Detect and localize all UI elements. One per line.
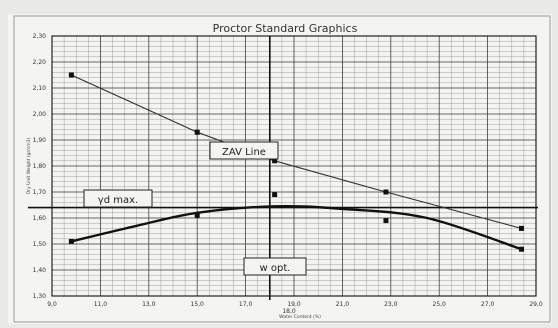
y-tick-label: 1,40 — [33, 267, 47, 274]
x-tick-label: 21,0 — [336, 301, 350, 308]
x-tick-label: 13,0 — [142, 301, 156, 308]
marker-layer — [68, 72, 524, 252]
y-tick-label: 1,90 — [33, 137, 47, 144]
tick-labels: 9,0 11,0 13,0 15,0 17,0 19,0 21,0 23,0 25,0 27,0 2… — [33, 33, 543, 308]
y-tick-label: 1,50 — [33, 241, 47, 248]
w-opt-label-box: w opt. — [243, 257, 307, 276]
y-tick-label: 2,20 — [33, 59, 47, 66]
x-tick-label: 25,0 — [433, 301, 447, 308]
zav-point — [68, 72, 74, 78]
x-tick-label: 19,0 — [287, 301, 301, 308]
frame — [13, 15, 551, 323]
y-tick-label: 1,60 — [33, 215, 47, 222]
compaction-point — [383, 218, 389, 224]
zav-label-box: ZAV Line — [209, 141, 279, 160]
compaction-point — [68, 238, 74, 244]
w-opt-value: 18,0 — [282, 308, 296, 315]
paper-background — [8, 14, 552, 324]
y-tick-label: 1,80 — [33, 163, 47, 170]
compaction-point — [272, 192, 278, 198]
compaction-curve — [71, 204, 522, 251]
x-tick-label: 11,0 — [94, 301, 108, 308]
plot-area-border — [51, 35, 537, 297]
x-axis-label: Water Content (%) — [279, 314, 321, 320]
zav-point — [518, 225, 524, 231]
x-tick-label: 27,0 — [481, 301, 495, 308]
y-tick-label: 2,00 — [33, 111, 47, 118]
yd-max-label: γd max. — [98, 195, 138, 206]
compaction-point — [518, 246, 524, 252]
zav-point — [383, 189, 389, 195]
y-tick-label: 2,30 — [33, 33, 47, 40]
y-tick-label: 2,10 — [33, 85, 47, 92]
zav-point — [272, 158, 278, 164]
y-tick-label: 1,70 — [33, 189, 47, 196]
x-tick-label: 15,0 — [191, 301, 205, 308]
y-tick-label: 1,30 — [33, 293, 47, 300]
w-opt-label: w opt. — [260, 263, 291, 274]
reference-lines — [28, 36, 538, 300]
x-tick-label: 9,0 — [47, 301, 57, 308]
compaction-point — [194, 212, 200, 218]
yd-max-label-box: γd max. — [83, 189, 153, 208]
chart-title: Proctor Standard Graphics — [213, 22, 358, 35]
x-tick-label: 23,0 — [384, 301, 398, 308]
y-axis-label: Dry Unit Weight (gr/cm3) — [26, 137, 32, 194]
x-tick-label: 17,0 — [239, 301, 253, 308]
zav-label: ZAV Line — [222, 147, 266, 158]
x-tick-label: 29,0 — [529, 301, 543, 308]
zav-point — [194, 129, 200, 135]
